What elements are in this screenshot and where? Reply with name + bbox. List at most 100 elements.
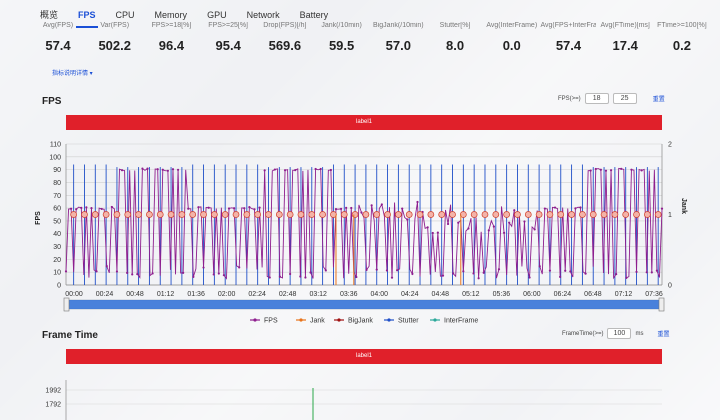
x-tick-label: 00:00 xyxy=(65,291,83,298)
stat-label: Avg(FPS+InterFrame) xyxy=(540,22,597,29)
fps-point xyxy=(508,221,511,224)
tab-network[interactable]: Network xyxy=(246,10,280,20)
fps-point xyxy=(559,275,562,279)
jank-marker xyxy=(373,211,381,218)
fps-point xyxy=(324,269,327,272)
fps-point xyxy=(95,270,98,273)
fps-point xyxy=(396,269,399,272)
fps-point xyxy=(604,169,608,172)
y-tick-label: 50 xyxy=(53,218,61,225)
fps-point xyxy=(533,228,536,231)
fps-section-title: FPS xyxy=(42,96,62,107)
jank-marker xyxy=(546,211,554,218)
stat-item: Var(FPS) 502.2 xyxy=(87,22,143,53)
stat-label: Avg(FTime)[ms] xyxy=(600,22,650,29)
fps-threshold-label: FPS(>=) xyxy=(558,95,581,102)
jank-marker xyxy=(146,211,153,218)
stat-label: Avg(FPS) xyxy=(42,22,74,29)
x-tick-label: 02:48 xyxy=(279,291,297,298)
stat-item: Stutter[%] 8.0 xyxy=(427,22,483,53)
tab-gpu[interactable]: GPU xyxy=(207,10,227,20)
jank-marker xyxy=(308,211,316,218)
fps-point xyxy=(329,168,332,172)
frametime-unit-label: ms xyxy=(635,330,644,337)
zoom-slider-range xyxy=(66,300,662,309)
fps-point xyxy=(477,277,480,280)
fps-point xyxy=(446,222,450,226)
fps-point xyxy=(564,269,567,272)
tab-cpu[interactable]: CPU xyxy=(115,10,135,20)
tab-battery[interactable]: Battery xyxy=(299,10,329,20)
fps-point xyxy=(411,272,414,275)
jank-marker xyxy=(124,211,132,218)
frametime-threshold-input[interactable]: 100 xyxy=(607,328,632,339)
jank-marker xyxy=(221,211,229,218)
fps-point xyxy=(574,207,577,210)
fps-threshold-control: FPS(>=) 18 25 重置 xyxy=(558,93,665,104)
fps-threshold-input-2[interactable]: 25 xyxy=(612,93,637,104)
zoom-slider-handle-right xyxy=(658,297,665,312)
stat-value: 8.0 xyxy=(445,38,465,53)
jank-marker xyxy=(524,211,532,218)
fps-point xyxy=(217,272,220,275)
fps-point xyxy=(192,275,195,279)
stat-item: Jank(/10min) 59.5 xyxy=(314,22,370,53)
fps-point xyxy=(105,265,108,268)
fps-point xyxy=(650,271,653,274)
fps-point xyxy=(273,168,276,171)
y-axis-title: FPS xyxy=(35,211,42,225)
ft-y-tick-label: 1792 xyxy=(45,402,61,409)
fps-point xyxy=(630,168,633,171)
jank-marker xyxy=(275,211,283,218)
x-tick-label: 02:00 xyxy=(218,291,236,298)
y-tick-label: 0 xyxy=(57,283,61,290)
stat-value: 0.0 xyxy=(502,38,521,53)
tab-fps[interactable]: FPS xyxy=(68,0,106,30)
jank-marker xyxy=(470,211,478,218)
fps-point xyxy=(538,265,541,268)
metrics-help-link[interactable]: 指标说明详情 ▾ xyxy=(52,71,93,77)
fps-point xyxy=(222,274,226,277)
jank-marker xyxy=(384,211,391,218)
legend-jank-label: Jank xyxy=(310,318,325,325)
legend-bigjank-dot xyxy=(337,318,341,322)
y-tick-label: 90 xyxy=(53,167,61,174)
x-tick-label: 03:12 xyxy=(309,291,327,298)
x-tick-label: 00:24 xyxy=(96,291,114,298)
y-tick-label: 30 xyxy=(53,244,61,251)
fps-point xyxy=(187,207,190,210)
fps-point xyxy=(304,276,307,279)
frametime-threshold-control: FrameTime(>=) 100 ms 重置 xyxy=(562,328,669,339)
fps-point xyxy=(126,271,129,274)
fps-point xyxy=(553,206,557,209)
legend-bigjank-label: BigJank xyxy=(348,318,373,325)
fps-threshold-input-1[interactable]: 18 xyxy=(584,93,609,104)
jank-marker xyxy=(395,211,402,218)
fps-point xyxy=(426,226,429,229)
fps-point xyxy=(467,227,470,230)
jank-marker xyxy=(503,211,510,218)
jank-marker xyxy=(135,211,142,218)
y2-tick-label: 0 xyxy=(668,283,672,290)
fps-point xyxy=(441,274,445,277)
fps-point xyxy=(370,204,373,207)
jank-marker xyxy=(351,211,359,218)
fps-point xyxy=(492,225,495,228)
tab-memory[interactable]: Memory xyxy=(154,10,188,20)
fps-point xyxy=(355,275,358,279)
fps-point xyxy=(233,207,236,210)
fps-reset-button[interactable]: 重置 xyxy=(652,97,665,103)
y2-tick-label: 2 xyxy=(668,142,672,149)
stat-value: 57.4 xyxy=(555,38,582,53)
fps-point xyxy=(457,221,460,224)
fps-point xyxy=(110,205,113,209)
stat-value: 569.6 xyxy=(268,38,302,53)
jank-marker xyxy=(243,211,251,218)
tab-overview[interactable]: 概览 xyxy=(40,10,59,20)
fps-point xyxy=(339,207,343,210)
jank-marker xyxy=(70,211,77,218)
frametime-reset-button[interactable]: 重置 xyxy=(657,332,670,338)
fps-point xyxy=(268,276,271,279)
jank-marker xyxy=(449,211,456,218)
